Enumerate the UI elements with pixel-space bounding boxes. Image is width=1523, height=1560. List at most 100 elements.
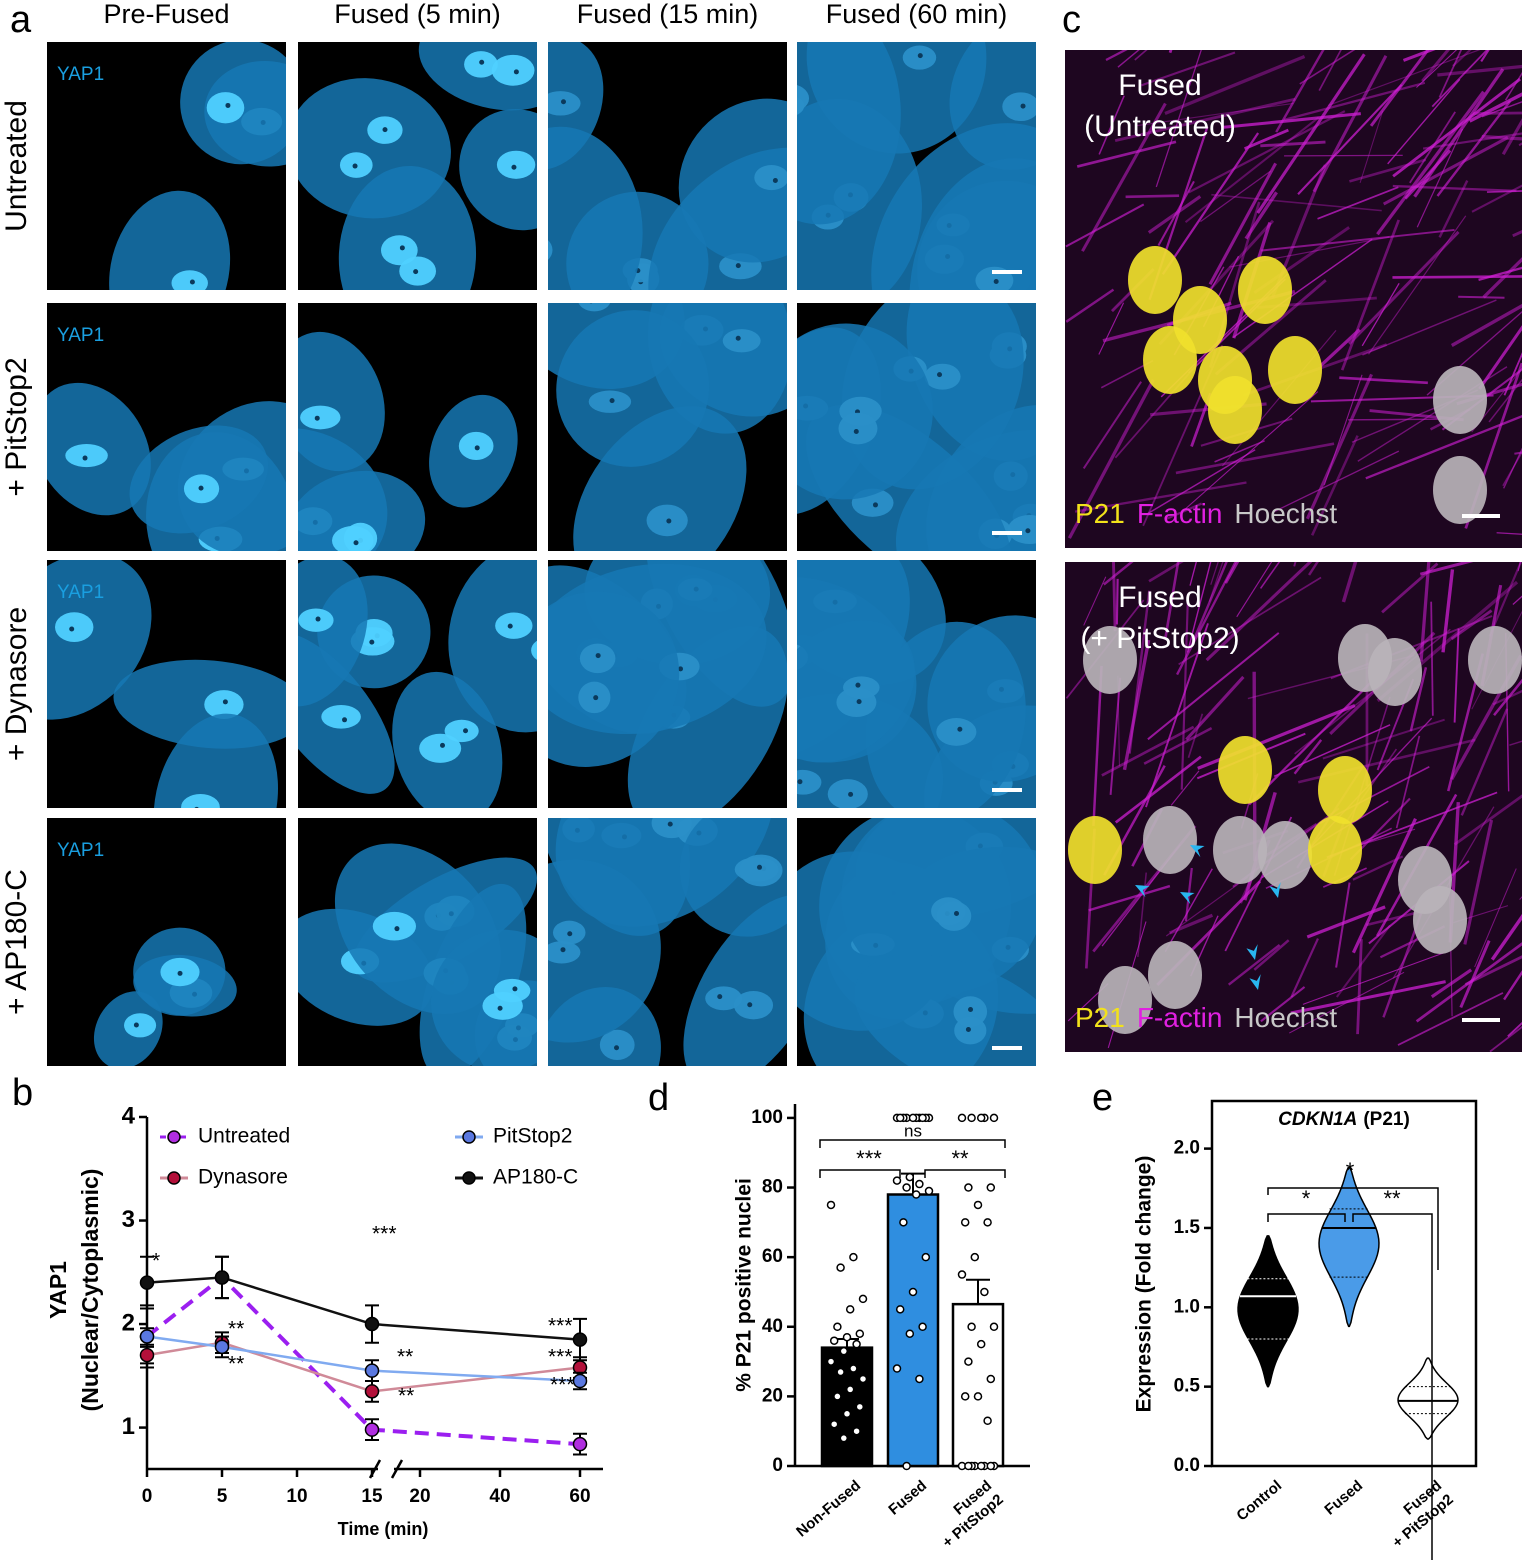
y-tick-label: 40 (762, 1316, 783, 1337)
x-tick-label: 5 (217, 1486, 228, 1507)
data-point (895, 1305, 905, 1314)
nucleolus (954, 910, 960, 916)
nucleolus (567, 931, 573, 937)
actin-fiber (1402, 50, 1436, 62)
actin-fiber (1318, 50, 1342, 91)
row-label: + Dynasore (0, 607, 33, 761)
actin-fiber (1504, 72, 1522, 101)
data-point (849, 1252, 858, 1262)
actin-fiber (1185, 675, 1245, 741)
nucleolus (968, 1007, 974, 1013)
x-tick-label: Non-Fused (793, 1477, 864, 1540)
actin-fiber (1180, 593, 1190, 790)
data-point (139, 1275, 155, 1290)
x-tick-label: 20 (409, 1486, 430, 1507)
data-point (364, 1422, 380, 1437)
data-point (915, 1374, 924, 1384)
actin-fiber (1147, 449, 1256, 515)
micrograph (47, 560, 286, 808)
nucleolus (797, 779, 803, 785)
data-point (986, 1461, 996, 1471)
data-point (967, 1113, 976, 1123)
actin-fiber (1488, 562, 1522, 637)
y-axis-label: % P21 positive nuclei (733, 1178, 756, 1392)
actin-fiber (1260, 228, 1455, 252)
significance: *** (548, 1315, 573, 1338)
micrograph (298, 818, 537, 1066)
image-title: Fused (1118, 581, 1201, 614)
nucleus (1143, 326, 1197, 394)
actin-fiber (1493, 678, 1522, 716)
actin-fiber (1409, 667, 1428, 732)
actin-fiber (1453, 628, 1460, 723)
nucleus (733, 991, 774, 1020)
nucleolus (937, 372, 943, 378)
data-point (921, 1252, 931, 1262)
actin-fiber (1164, 502, 1203, 521)
x-tick-label: 10 (286, 1486, 307, 1507)
bracket (1267, 1187, 1439, 1270)
nucleus (531, 640, 537, 660)
nucleus (1268, 336, 1322, 404)
actin-fiber (1431, 50, 1489, 108)
y-tick-label: 100 (751, 1107, 783, 1128)
data-point (905, 1172, 915, 1182)
actin-fiber (1067, 379, 1155, 539)
x-axis-label: Time (min) (338, 1519, 429, 1539)
nucleolus (856, 699, 862, 705)
significance: *** (550, 1374, 575, 1397)
cell (109, 190, 231, 290)
nucleus (924, 363, 961, 390)
actin-fiber (1164, 54, 1306, 116)
micrograph (797, 560, 1036, 808)
actin-fiber (1223, 112, 1361, 129)
nucleolus (382, 127, 388, 133)
actin-fiber (1486, 190, 1522, 193)
data-point (139, 1347, 155, 1363)
actin-fiber (1168, 50, 1173, 54)
nucleolus (787, 95, 792, 100)
significance: * (1346, 1158, 1355, 1183)
nucleus (1258, 821, 1312, 889)
actin-fiber (1092, 665, 1103, 827)
actin-fiber (1178, 576, 1322, 666)
data-point (964, 1183, 973, 1192)
actin-fiber (1148, 562, 1184, 583)
data-point (855, 1329, 865, 1338)
series-line (146, 1341, 581, 1393)
actin-fiber (1083, 576, 1107, 626)
actin-fiber (1088, 884, 1171, 912)
y-tick-label: 0 (772, 1455, 783, 1476)
y-tick-label: 4 (122, 1102, 136, 1129)
actin-fiber (1224, 562, 1240, 584)
nucleus (548, 91, 581, 116)
legend-label: Untreated (198, 1125, 290, 1148)
y-tick-label: 80 (762, 1177, 783, 1198)
y-tick-label: 0.5 (1174, 1376, 1201, 1397)
nucleolus (536, 245, 541, 250)
nucleolus (917, 53, 923, 59)
nucleolus (513, 69, 519, 75)
actin-fiber (1438, 180, 1469, 238)
nucleolus (772, 178, 778, 184)
x-tick-label: Fused (885, 1477, 930, 1518)
data-point (892, 1364, 902, 1373)
actin-fiber (1441, 569, 1455, 653)
actin-fiber (1155, 50, 1202, 188)
y-tick-label: 3 (122, 1206, 135, 1233)
data-point (902, 1183, 911, 1192)
actin-fiber (1474, 868, 1517, 968)
significance: * (1302, 1186, 1311, 1211)
data-point (908, 1113, 918, 1123)
cell (797, 620, 915, 763)
nucleolus (507, 623, 513, 629)
nucleolus (667, 821, 673, 827)
actin-fiber (1253, 939, 1290, 971)
actin-fiber (1452, 50, 1472, 67)
arrowhead (1246, 944, 1258, 960)
nucleolus (194, 806, 199, 808)
significance: ** (228, 1353, 244, 1376)
actin-fiber (1310, 435, 1359, 536)
legend-marker (167, 1130, 181, 1144)
